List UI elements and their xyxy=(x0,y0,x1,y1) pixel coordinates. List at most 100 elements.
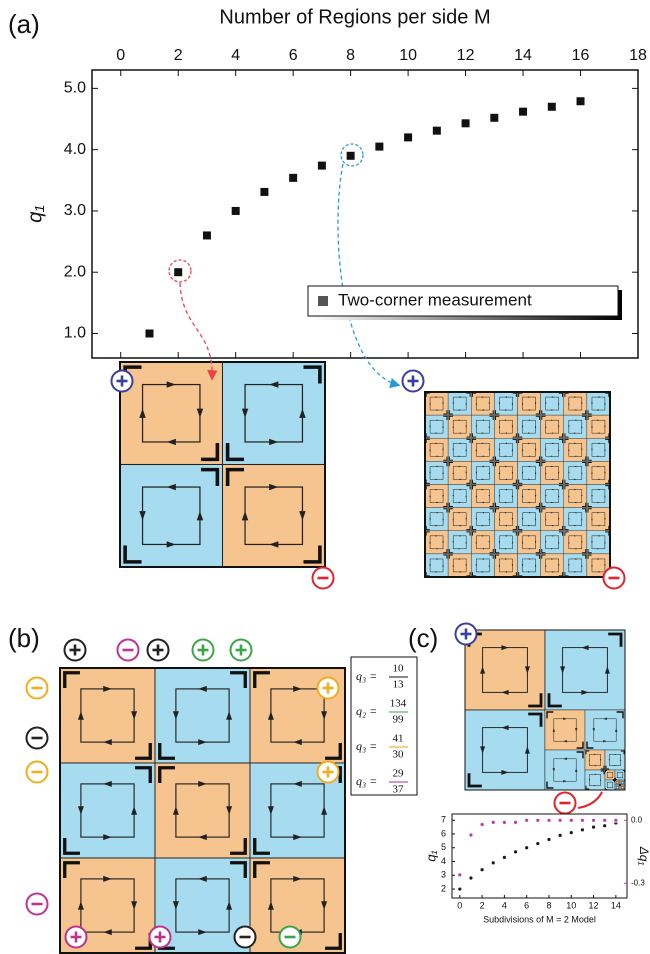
x-tick-label: 10 xyxy=(566,900,576,910)
fraction-denominator: 99 xyxy=(393,714,405,726)
panel-label: (b) xyxy=(8,623,40,653)
region xyxy=(60,763,155,858)
data-point xyxy=(289,174,297,182)
region xyxy=(494,531,517,554)
recursive-grid xyxy=(465,630,625,790)
plus-icon xyxy=(456,624,477,645)
region xyxy=(425,438,448,461)
region xyxy=(587,392,610,415)
region xyxy=(448,531,471,554)
region xyxy=(448,554,471,577)
region xyxy=(564,438,587,461)
region xyxy=(518,438,541,461)
region xyxy=(465,710,545,790)
region xyxy=(448,438,471,461)
fraction-lhs: q₃ = xyxy=(356,774,377,788)
fraction-lhs: q₃ = xyxy=(356,669,377,683)
data-point xyxy=(203,231,211,239)
region xyxy=(585,770,605,790)
region xyxy=(541,461,564,484)
plus-icon xyxy=(150,927,171,948)
data-point xyxy=(514,850,518,854)
region xyxy=(545,630,625,710)
y-tick-label: 5.0 xyxy=(64,80,86,97)
region xyxy=(471,508,494,531)
y-tick-label: 5 xyxy=(441,842,446,852)
data-point xyxy=(502,820,506,824)
y-axis-label: q₁ xyxy=(423,850,438,861)
region xyxy=(587,438,610,461)
connector-arrow xyxy=(338,164,398,385)
data-point xyxy=(536,818,540,822)
data-point xyxy=(577,97,585,105)
x-axis-label: Number of Regions per side M xyxy=(219,6,490,28)
minus-icon xyxy=(27,762,48,783)
data-point xyxy=(536,842,540,846)
region xyxy=(494,461,517,484)
data-point xyxy=(502,855,506,859)
region xyxy=(564,508,587,531)
region xyxy=(425,531,448,554)
x-tick-label: 12 xyxy=(457,47,475,64)
plus-icon xyxy=(112,371,133,392)
data-point xyxy=(514,820,518,824)
y-tick-label: 4 xyxy=(441,856,446,866)
region xyxy=(155,763,250,858)
region xyxy=(605,780,615,790)
region xyxy=(518,485,541,508)
data-point xyxy=(558,833,562,837)
minus-icon xyxy=(27,728,48,749)
y-tick-label: 6 xyxy=(441,828,446,838)
region xyxy=(425,508,448,531)
x-tick-label: 16 xyxy=(572,47,590,64)
data-point xyxy=(592,825,596,829)
region xyxy=(448,415,471,438)
y2-axis-label: Δq₁ xyxy=(637,846,650,866)
data-point xyxy=(462,119,470,127)
region xyxy=(448,392,471,415)
y2-tick-label: 0.0 xyxy=(631,815,643,824)
x-tick-label: 6 xyxy=(524,900,529,910)
x-tick-label: 0 xyxy=(116,47,125,64)
region xyxy=(541,554,564,577)
y-tick-label: 2.0 xyxy=(64,263,86,280)
legend-swatch xyxy=(318,296,328,306)
data-point xyxy=(145,329,153,337)
region xyxy=(541,485,564,508)
region xyxy=(120,465,223,568)
data-point xyxy=(458,887,462,891)
region xyxy=(587,415,610,438)
y-axis-label: q₁ xyxy=(24,205,46,222)
minus-icon xyxy=(280,927,301,948)
region xyxy=(541,392,564,415)
region-grid xyxy=(120,362,325,567)
data-point xyxy=(548,103,556,111)
minus-icon xyxy=(235,927,256,948)
region-grid xyxy=(60,668,345,953)
fraction-denominator: 37 xyxy=(393,784,405,796)
data-point xyxy=(547,818,551,822)
data-point xyxy=(480,868,484,872)
region xyxy=(425,554,448,577)
plus-icon xyxy=(193,640,214,661)
minus-icon xyxy=(313,568,334,589)
region xyxy=(120,362,223,465)
region xyxy=(518,554,541,577)
plus-icon xyxy=(231,640,252,661)
region xyxy=(448,485,471,508)
x-tick-label: 8 xyxy=(346,47,355,64)
region xyxy=(518,508,541,531)
data-point xyxy=(569,831,573,835)
data-point xyxy=(525,846,529,850)
region xyxy=(518,392,541,415)
region xyxy=(471,438,494,461)
region xyxy=(425,485,448,508)
figure: (a) (b) (c) 0246810121416181.02.03.04.05… xyxy=(0,0,650,954)
fraction-numerator: 29 xyxy=(393,768,405,780)
region xyxy=(564,485,587,508)
region xyxy=(494,438,517,461)
data-point xyxy=(603,818,607,822)
region xyxy=(155,668,250,763)
region xyxy=(471,461,494,484)
data-point xyxy=(232,207,240,215)
